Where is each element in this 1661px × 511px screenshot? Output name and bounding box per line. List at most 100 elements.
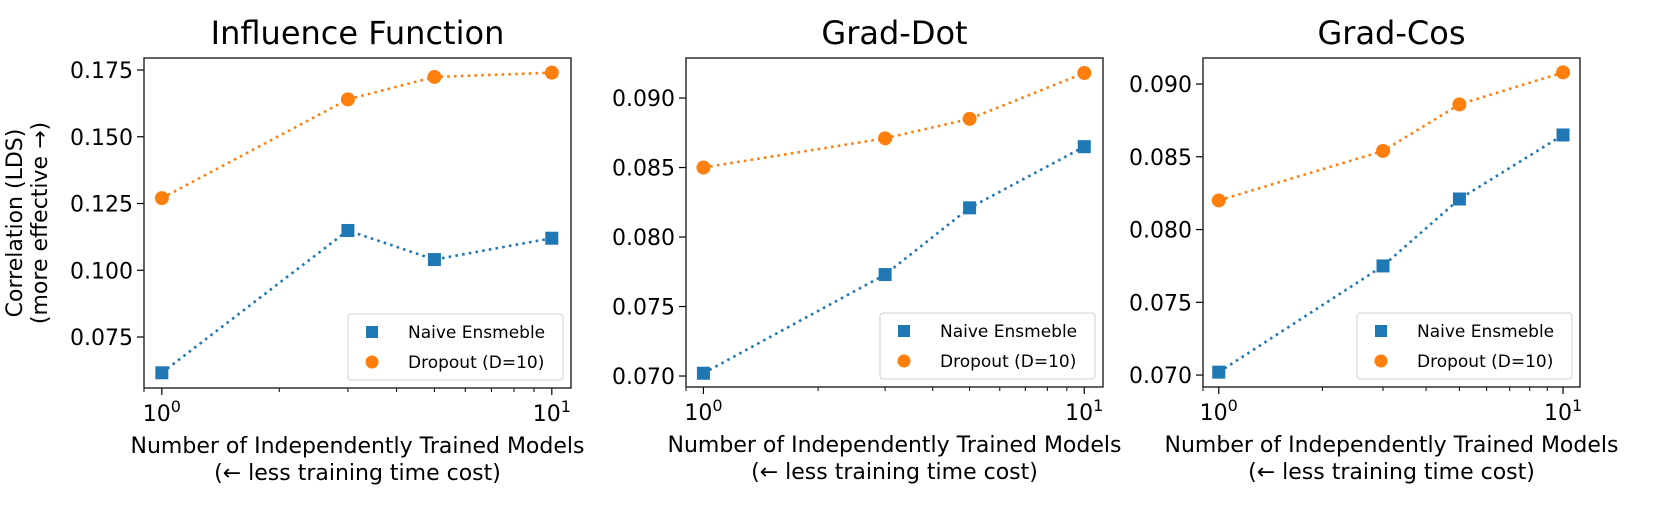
data-point-dropout [878, 131, 893, 146]
series-line-naive-ensemble [1218, 133, 1564, 374]
series-line-naive-ensemble [161, 229, 553, 374]
legend-marker-naive-ensemble [898, 325, 910, 337]
data-point-dropout [544, 65, 559, 80]
data-point-naive-ensemble [1077, 140, 1091, 154]
data-point-naive-ensemble [427, 253, 441, 267]
x-axis-label-line1: Number of Independently Trained Models [1165, 433, 1619, 458]
y-tick-label: 0.100 [70, 259, 133, 284]
x-tick-exponent: 1 [561, 397, 571, 416]
legend-frame [879, 312, 1096, 380]
legend-entry-label: Naive Ensmeble [1417, 322, 1554, 342]
y-tick-label: 0.125 [70, 193, 133, 218]
x-tick-label: 100 [1200, 396, 1238, 426]
legend: Naive Ensmeble Dropout (D=10) [347, 313, 564, 381]
x-axis-label-line2: (← less training time cost) [214, 461, 501, 486]
y-tick-label: 0.175 [70, 59, 133, 84]
data-point-naive-ensemble [878, 268, 892, 282]
x-tick-base: 10 [684, 401, 712, 426]
legend-marker-dropout [897, 354, 911, 368]
y-tick-label: 0.075 [1129, 291, 1192, 316]
data-point-naive-ensemble [1212, 365, 1226, 379]
chart-title: Influence Function [211, 14, 505, 52]
legend-entry-label: Dropout (D=10) [408, 353, 544, 373]
data-point-naive-ensemble [155, 366, 169, 380]
x-tick-exponent: 1 [1572, 396, 1582, 415]
chart-title: Grad-Cos [1317, 14, 1465, 52]
x-tick-label: 101 [533, 397, 571, 427]
plot-frame [685, 57, 1104, 388]
data-point-naive-ensemble [545, 231, 559, 245]
data-point-dropout [154, 191, 169, 206]
x-tick-exponent: 0 [712, 396, 722, 415]
data-point-dropout [1452, 97, 1467, 112]
data-point-naive-ensemble [1376, 259, 1390, 273]
legend-marker-naive-ensemble [1375, 325, 1387, 337]
x-axis-label-line2: (← less training time cost) [751, 460, 1038, 485]
plot-frame [1202, 57, 1581, 388]
y-tick-label: 0.085 [612, 157, 675, 182]
y-tick-label: 0.075 [612, 296, 675, 321]
data-point-dropout [962, 111, 977, 126]
legend: Naive Ensmeble Dropout (D=10) [879, 312, 1096, 380]
legend-marker-naive-ensemble [366, 326, 378, 338]
x-tick-label: 101 [1544, 396, 1582, 426]
x-tick-base: 10 [1065, 401, 1093, 426]
x-tick-base: 10 [1200, 401, 1228, 426]
x-tick-base: 10 [533, 402, 561, 427]
legend-marker-dropout [1374, 354, 1388, 368]
series-line-naive-ensemble [702, 145, 1085, 375]
series-line-dropout [1218, 71, 1564, 202]
y-tick-label: 0.080 [612, 226, 675, 251]
legend-frame [1356, 312, 1573, 380]
data-point-dropout [427, 69, 442, 84]
y-tick-label: 0.150 [70, 126, 133, 151]
data-point-dropout [1077, 66, 1092, 81]
panel-1: Influence Function 0.075 0.100 0.125 0.150 0.… [70, 14, 584, 486]
legend-entry-label: Dropout (D=10) [940, 352, 1076, 372]
y-tick-label: 0.090 [1129, 73, 1192, 98]
y-tick-label: 0.070 [1129, 364, 1192, 389]
data-point-naive-ensemble [1556, 128, 1570, 142]
data-point-naive-ensemble [1452, 192, 1466, 206]
legend-marker-dropout [365, 355, 379, 369]
legend-frame [347, 313, 564, 381]
legend-entry-label: Naive Ensmeble [940, 322, 1077, 342]
legend-entry-label: Naive Ensmeble [408, 323, 545, 343]
x-tick-exponent: 0 [171, 397, 181, 416]
legend: Naive Ensmeble Dropout (D=10) [1356, 312, 1573, 380]
y-tick-label: 0.070 [612, 365, 675, 390]
x-tick-label: 101 [1065, 396, 1103, 426]
x-tick-label: 100 [684, 396, 722, 426]
y-tick-label: 0.085 [1129, 146, 1192, 171]
data-point-dropout [696, 160, 711, 175]
data-point-naive-ensemble [963, 201, 977, 215]
data-point-naive-ensemble [696, 366, 710, 380]
y-tick-label: 0.075 [70, 326, 133, 351]
series-line-dropout [703, 71, 1085, 169]
data-point-naive-ensemble [341, 223, 355, 237]
y-axis-label: Correlation (LDS) (more effective →) [3, 122, 53, 324]
x-tick-exponent: 0 [1228, 396, 1238, 415]
y-axis-label-line1: Correlation (LDS) [3, 129, 28, 318]
x-tick-base: 10 [1544, 401, 1572, 426]
data-point-dropout [1211, 193, 1226, 208]
x-axis-label-line1: Number of Independently Trained Models [668, 433, 1122, 458]
y-tick-label: 0.090 [612, 87, 675, 112]
series-line-dropout [161, 71, 552, 200]
y-axis-label-line2: (more effective →) [28, 122, 53, 324]
data-point-dropout [1556, 65, 1571, 80]
plot-frame [143, 57, 572, 389]
x-axis-label-line2: (← less training time cost) [1248, 460, 1535, 485]
legend-entry-label: Dropout (D=10) [1417, 352, 1553, 372]
x-tick-base: 10 [143, 402, 171, 427]
data-point-dropout [340, 92, 355, 107]
data-point-dropout [1376, 143, 1391, 158]
y-tick-label: 0.080 [1129, 219, 1192, 244]
x-tick-exponent: 1 [1093, 396, 1103, 415]
chart-title: Grad-Dot [821, 14, 967, 52]
x-axis-label-line1: Number of Independently Trained Models [131, 434, 585, 459]
x-tick-label: 100 [143, 397, 181, 427]
